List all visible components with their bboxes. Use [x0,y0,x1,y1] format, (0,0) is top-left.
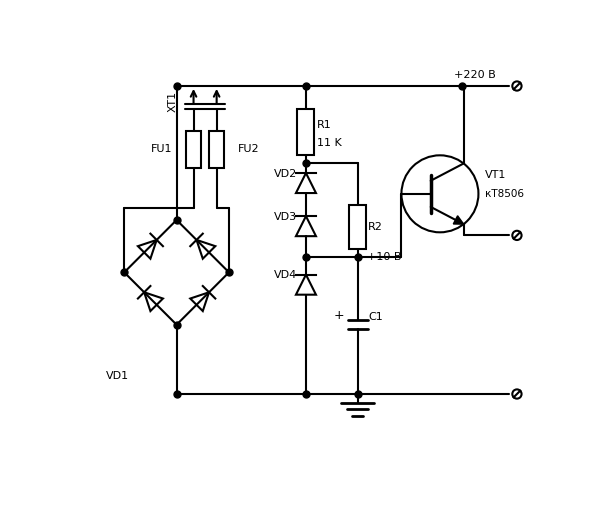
Text: R1: R1 [317,120,331,129]
Text: 11 K: 11 K [317,138,341,148]
Bar [209,131,224,168]
Text: C1: C1 [368,312,383,322]
Text: FU2: FU2 [238,144,260,154]
Text: XT1: XT1 [168,91,178,112]
Text: VT1: VT1 [485,170,506,180]
Text: +: + [334,309,344,322]
Text: VD1: VD1 [106,371,129,381]
Text: +220 В: +220 В [454,70,496,80]
Text: R2: R2 [368,222,383,232]
Text: FU1: FU1 [151,144,172,154]
Text: VD2: VD2 [274,169,297,179]
Text: VD3: VD3 [274,212,297,222]
Polygon shape [454,216,464,224]
Bar [349,205,366,249]
Text: кТ8506: кТ8506 [485,189,524,199]
Text: VD4: VD4 [274,271,297,280]
Text: +10 В: +10 В [367,252,401,262]
Bar [298,109,314,156]
Bar [186,131,201,168]
